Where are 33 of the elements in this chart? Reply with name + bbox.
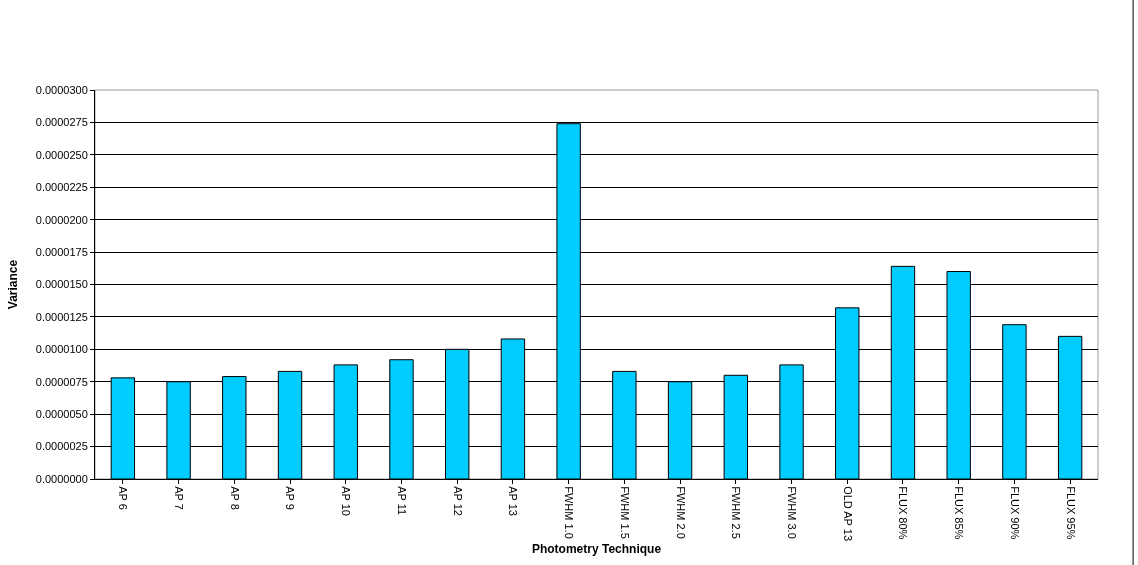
x-tick-label: FWHM 1.0 — [563, 486, 576, 539]
x-tick-label: AP 13 — [507, 486, 520, 516]
x-tick-label: FLUX 95% — [1064, 486, 1077, 540]
x-tick-label: FLUX 90% — [1008, 486, 1021, 540]
y-tick-label: 0.0000200 — [35, 213, 88, 226]
x-tick-label: FWHM 2.0 — [674, 486, 687, 539]
x-tick-label: AP 12 — [451, 486, 464, 516]
x-tick-label: FWHM 3.0 — [785, 486, 798, 539]
x-tick-label: FLUX 85% — [953, 486, 966, 540]
x-tick-label: AP 6 — [117, 486, 130, 510]
x-tick-label: AP 7 — [173, 486, 186, 510]
x-tick-label: OLD AP 13 — [841, 486, 854, 542]
x-tick-label: AP 10 — [340, 486, 353, 516]
y-axis-title: Variance — [6, 259, 21, 310]
x-tick-label: AP 11 — [395, 486, 408, 516]
y-tick-label: 0.0000275 — [35, 116, 88, 129]
y-tick-label: 0.0000025 — [35, 440, 88, 453]
y-tick-label: 0.0000050 — [35, 408, 88, 421]
x-tick-label: AP 9 — [284, 486, 297, 510]
x-tick-label: FLUX 80% — [897, 486, 910, 540]
y-tick-label: 0.0000225 — [35, 181, 88, 194]
y-tick-label: 0.0000300 — [35, 83, 88, 96]
y-tick-label: 0.0000150 — [35, 278, 88, 291]
x-axis-title: Photometry Technique — [531, 541, 662, 556]
y-tick-label: 0.0000100 — [35, 343, 88, 356]
x-tick-label: AP 8 — [228, 486, 241, 510]
y-tick-label: 0.0000000 — [35, 472, 88, 485]
x-tick-label: FWHM 1.5 — [618, 486, 631, 539]
y-tick-label: 0.0000175 — [35, 245, 88, 258]
x-tick-label: FWHM 2.5 — [730, 486, 743, 539]
y-tick-label: 0.0000250 — [35, 148, 88, 161]
y-tick-label: 0.0000125 — [35, 310, 88, 323]
y-tick-label: 0.0000075 — [35, 375, 88, 388]
